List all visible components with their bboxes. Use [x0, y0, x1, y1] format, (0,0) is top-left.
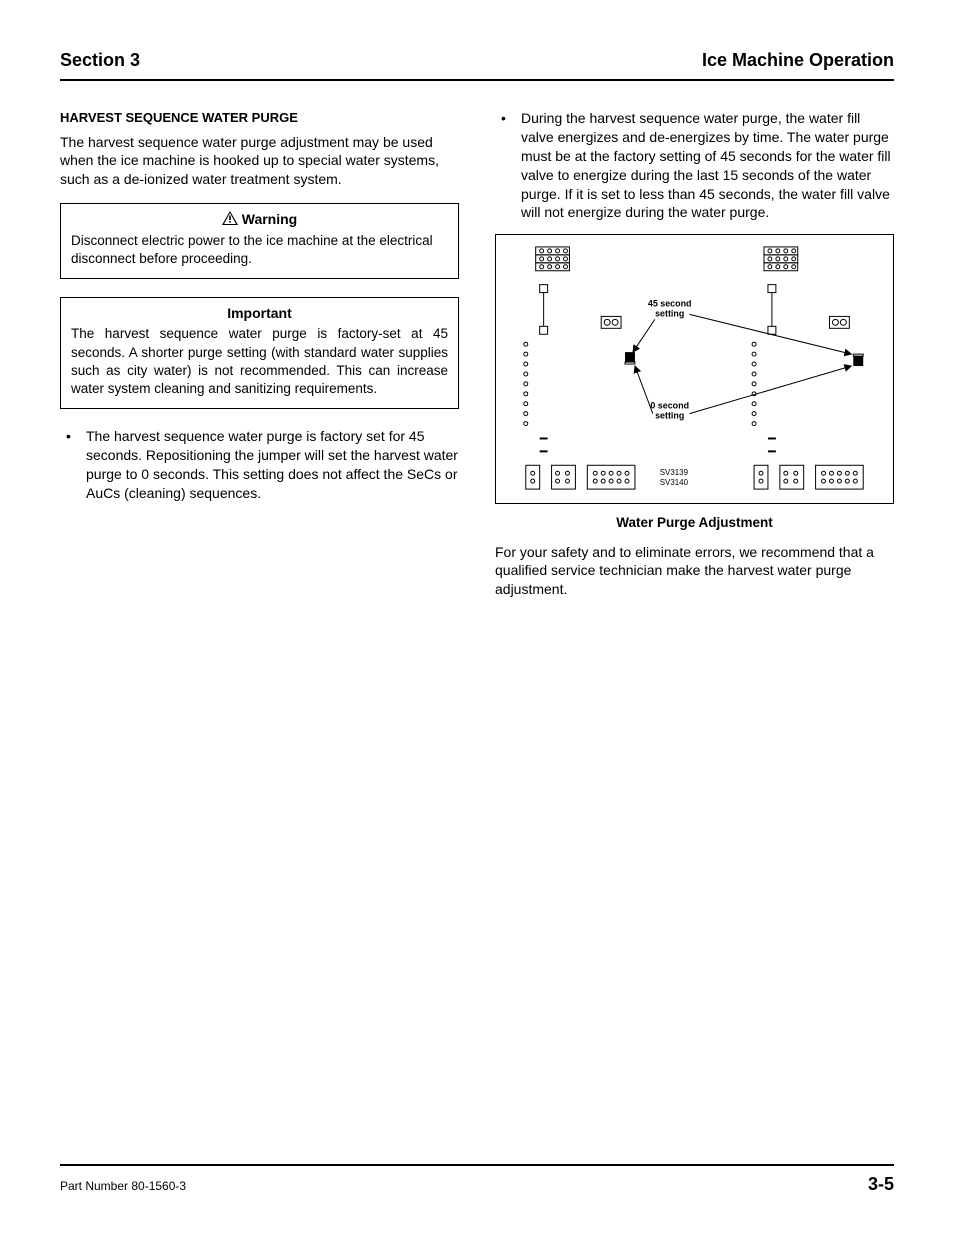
part-number: Part Number 80-1560-3	[60, 1179, 186, 1193]
ref-sv3139: SV3139	[660, 469, 689, 478]
page-footer: Part Number 80-1560-3 3-5	[60, 1164, 894, 1195]
right-bullet-1: During the harvest sequence water purge,…	[501, 109, 894, 222]
warning-body: Disconnect electric power to the ice mac…	[71, 232, 448, 268]
important-box: Important The harvest sequence water pur…	[60, 297, 459, 409]
right-bullets: During the harvest sequence water purge,…	[495, 109, 894, 222]
page-number: 3-5	[868, 1174, 894, 1195]
water-purge-figure: 45 second setting 0 second setting SV313…	[495, 234, 894, 504]
warning-icon	[222, 211, 238, 230]
label-45-line2: setting	[655, 309, 684, 319]
left-column: HARVEST SEQUENCE WATER PURGE The harvest…	[60, 109, 459, 613]
warning-box: Warning Disconnect electric power to the…	[60, 203, 459, 279]
label-0-line2: setting	[655, 411, 684, 421]
ref-sv3140: SV3140	[660, 478, 689, 487]
right-column: During the harvest sequence water purge,…	[495, 109, 894, 613]
label-45-line1: 45 second	[648, 299, 692, 309]
figure-caption: Water Purge Adjustment	[495, 514, 894, 532]
content-columns: HARVEST SEQUENCE WATER PURGE The harvest…	[60, 109, 894, 613]
left-bullets: The harvest sequence water purge is fact…	[60, 427, 459, 503]
page-header: Section 3 Ice Machine Operation	[60, 50, 894, 81]
left-bullet-1: The harvest sequence water purge is fact…	[66, 427, 459, 503]
harvest-subhead: HARVEST SEQUENCE WATER PURGE	[60, 109, 459, 127]
circuit-board-diagram: 45 second setting 0 second setting SV313…	[496, 235, 893, 503]
important-body: The harvest sequence water purge is fact…	[71, 325, 448, 398]
warning-title: Warning	[71, 210, 448, 230]
section-label: Section 3	[60, 50, 140, 71]
label-0-line1: 0 second	[650, 401, 689, 411]
intro-paragraph: The harvest sequence water purge adjustm…	[60, 133, 459, 190]
important-title: Important	[71, 304, 448, 323]
page-title: Ice Machine Operation	[702, 50, 894, 71]
closing-paragraph: For your safety and to eliminate errors,…	[495, 543, 894, 600]
